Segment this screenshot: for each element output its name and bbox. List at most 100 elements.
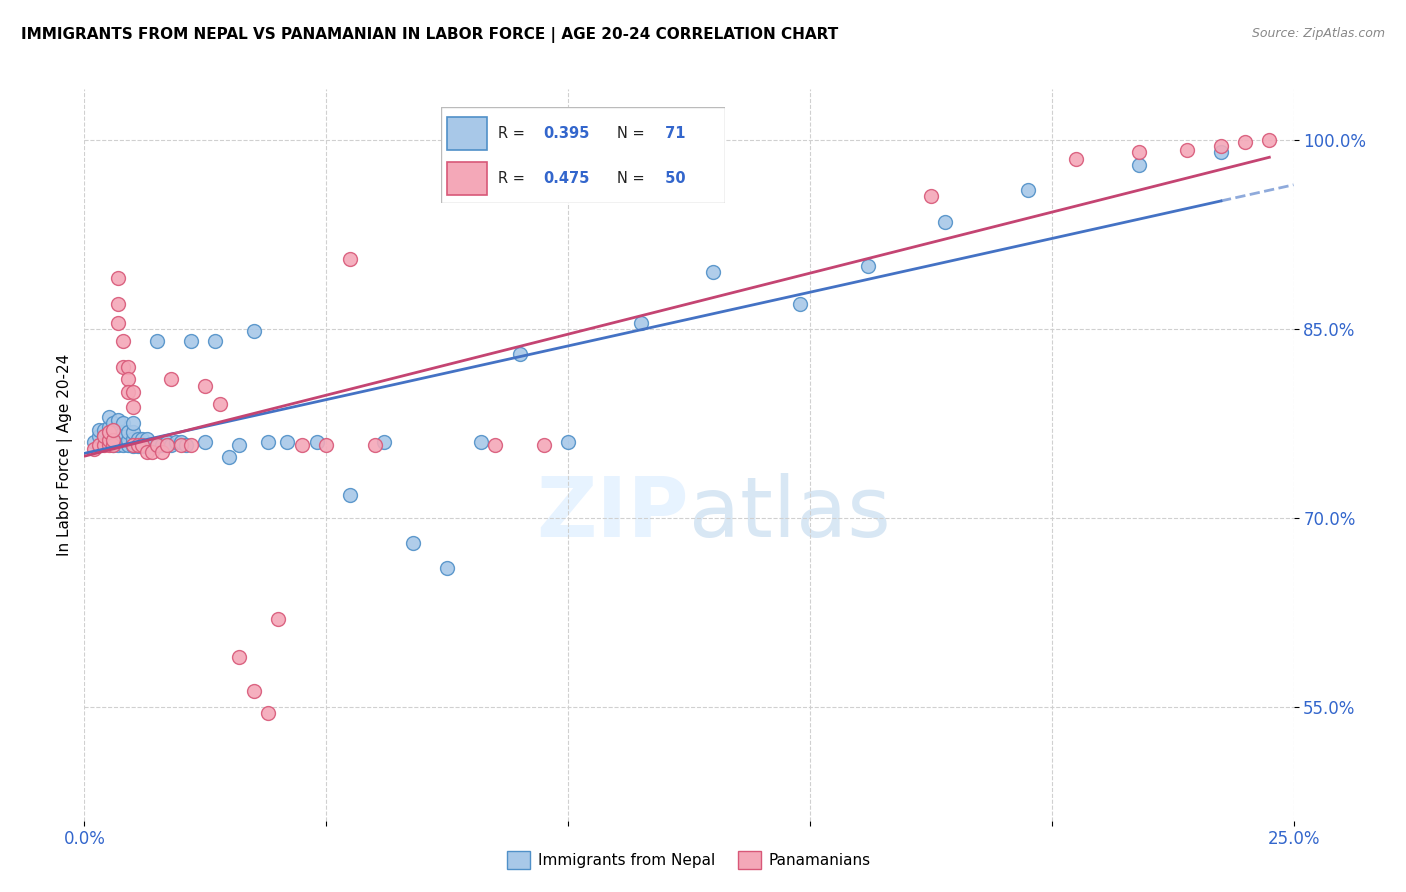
Point — [107, 433, 129, 447]
Point — [267, 612, 290, 626]
Point — [103, 423, 125, 437]
Point — [180, 438, 202, 452]
Point — [257, 435, 280, 450]
Point — [1128, 145, 1150, 160]
Point — [533, 438, 555, 452]
Point — [97, 438, 120, 452]
Point — [436, 561, 458, 575]
Point — [150, 445, 173, 459]
Point — [276, 435, 298, 450]
Point — [112, 334, 135, 349]
Point — [242, 683, 264, 698]
Point — [155, 435, 177, 450]
Point — [107, 438, 129, 452]
Point — [1175, 143, 1198, 157]
Point — [856, 259, 879, 273]
Point — [1234, 135, 1257, 149]
Point — [117, 372, 139, 386]
Point — [630, 316, 652, 330]
Point — [160, 438, 183, 452]
Point — [141, 439, 163, 453]
Point — [257, 706, 280, 721]
Point — [1209, 145, 1232, 160]
Point — [121, 417, 143, 431]
Point — [305, 435, 328, 450]
Point — [146, 439, 169, 453]
Point — [93, 423, 115, 437]
Point — [194, 378, 217, 392]
Point — [87, 429, 110, 443]
Point — [131, 432, 153, 446]
Point — [131, 438, 153, 452]
Point — [103, 417, 125, 431]
Point — [121, 432, 143, 446]
Point — [87, 423, 110, 437]
Point — [121, 400, 143, 414]
Point — [155, 438, 177, 452]
Point — [170, 438, 193, 452]
Point — [112, 417, 135, 431]
Point — [363, 438, 385, 452]
Point — [117, 384, 139, 399]
Point — [97, 432, 120, 446]
Point — [103, 433, 125, 447]
Point — [83, 435, 105, 450]
Point — [117, 433, 139, 447]
Point — [97, 433, 120, 447]
Point — [934, 214, 956, 228]
Point — [315, 438, 337, 452]
Point — [136, 445, 159, 459]
Point — [127, 432, 149, 446]
Point — [97, 425, 120, 440]
Legend: Immigrants from Nepal, Panamanians: Immigrants from Nepal, Panamanians — [501, 845, 877, 875]
Point — [112, 359, 135, 374]
Point — [228, 649, 250, 664]
Point — [484, 438, 506, 452]
Point — [121, 384, 143, 399]
Point — [97, 435, 120, 450]
Point — [170, 435, 193, 450]
Point — [93, 429, 115, 443]
Point — [509, 347, 531, 361]
Point — [103, 425, 125, 440]
Text: Source: ZipAtlas.com: Source: ZipAtlas.com — [1251, 27, 1385, 40]
Point — [136, 432, 159, 446]
Point — [174, 438, 197, 452]
Point — [107, 296, 129, 310]
Point — [1064, 152, 1087, 166]
Point — [339, 488, 361, 502]
Point — [165, 435, 187, 450]
Point — [146, 438, 169, 452]
Point — [83, 442, 105, 456]
Point — [103, 438, 125, 452]
Point — [87, 438, 110, 452]
Point — [93, 438, 115, 452]
Point — [107, 271, 129, 285]
Text: IMMIGRANTS FROM NEPAL VS PANAMANIAN IN LABOR FORCE | AGE 20-24 CORRELATION CHART: IMMIGRANTS FROM NEPAL VS PANAMANIAN IN L… — [21, 27, 838, 43]
Point — [789, 296, 811, 310]
Point — [1017, 183, 1039, 197]
Point — [121, 425, 143, 440]
Point — [557, 435, 579, 450]
Point — [218, 450, 240, 465]
Y-axis label: In Labor Force | Age 20-24: In Labor Force | Age 20-24 — [58, 354, 73, 556]
Point — [702, 265, 724, 279]
Point — [1128, 158, 1150, 172]
Point — [920, 189, 942, 203]
Point — [117, 438, 139, 452]
Text: atlas: atlas — [689, 473, 890, 554]
Point — [1258, 133, 1281, 147]
Point — [204, 334, 226, 349]
Point — [339, 252, 361, 267]
Point — [121, 435, 143, 450]
Point — [107, 429, 129, 443]
Point — [103, 433, 125, 447]
Point — [131, 439, 153, 453]
Point — [402, 536, 425, 550]
Point — [194, 435, 217, 450]
Point — [117, 359, 139, 374]
Point — [107, 412, 129, 426]
Point — [93, 429, 115, 443]
Point — [291, 438, 314, 452]
Point — [117, 425, 139, 440]
